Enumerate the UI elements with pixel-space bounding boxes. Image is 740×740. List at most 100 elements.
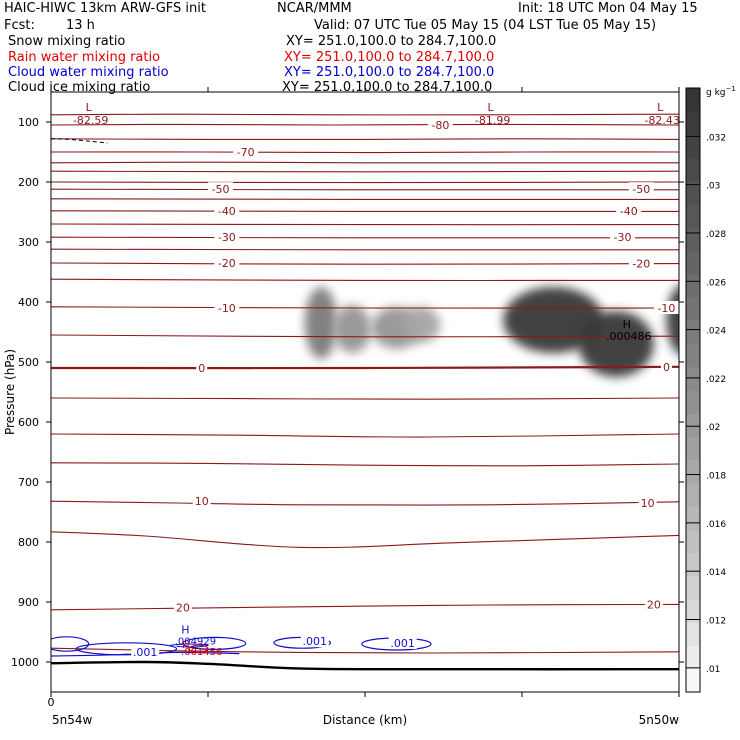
field-xy-snow: XY= 251.0,100.0 to 284.7,100.0 [286, 34, 497, 49]
contour-label-8: -20 [218, 257, 236, 270]
y-tick-label-4: 500 [18, 356, 39, 369]
colorbar-segment-18 [686, 250, 700, 275]
contour-label-12: 0 [198, 362, 205, 375]
contour-label-bg-16 [173, 600, 192, 614]
low-value-1: -81.99 [475, 114, 510, 127]
temperature-contour-18 [51, 397, 679, 400]
valid-time: Valid: 07 UTC Tue 05 May 15 (04 LST Tue … [314, 18, 657, 33]
contour-label-bg-3 [628, 182, 654, 196]
temperature-contour-10 [51, 223, 679, 226]
contour-label-bg-12 [196, 361, 208, 374]
forecast-hour: 13 h [66, 18, 95, 33]
colorbar-segment-3 [686, 599, 700, 623]
colorbar-label-5: .02 [706, 423, 720, 433]
temperature-contour-20 [51, 462, 679, 467]
y-tick-label-0: 100 [18, 116, 39, 129]
temperature-contour-4 [51, 161, 679, 164]
colorbar-label-4: .018 [706, 472, 726, 482]
low-marker-0: L [86, 101, 93, 114]
colorbar-segment-17 [686, 273, 700, 298]
colorbar-segment-19 [686, 227, 700, 252]
field-xy-cloud-ice: XY= 251.0,100.0 to 284.7,100.0 [282, 80, 493, 95]
colorbar-segment-16 [686, 297, 700, 321]
colorbar-label-2: .014 [706, 568, 726, 578]
x-origin-label: 0 [48, 696, 55, 709]
cloud-water-label-0: .001 [133, 646, 158, 659]
contour-label-bg-8 [214, 256, 240, 269]
y-tick-label-5: 600 [18, 416, 39, 429]
ice-max-marker: H [623, 318, 631, 331]
field-name-cloud-ice: Cloud ice mixing ratio [8, 80, 151, 95]
colorbar-segment-7 [686, 506, 700, 530]
colorbar-label-11: .032 [706, 133, 726, 143]
field-name-cloud-water: Cloud water mixing ratio [8, 65, 169, 80]
contour-label-bg-9 [628, 256, 654, 270]
colorbar-segment-15 [686, 320, 700, 345]
temperature-contour-0 [51, 113, 679, 116]
colorbar-unit: g kg−1 [706, 85, 736, 98]
temperature-contour-7 [51, 188, 679, 191]
colorbar-segment-9 [686, 459, 700, 484]
contour-label-bg-17 [644, 597, 663, 611]
contour-label-bg-15 [638, 496, 657, 509]
colorbar-label-9: .028 [706, 230, 726, 240]
cloud-water-label-bg-1 [300, 635, 329, 648]
cloud-water-label-1: .001 [303, 635, 328, 648]
ice-max-value: .000486 [606, 330, 652, 343]
colorbar-segment-10 [686, 436, 700, 461]
colorbar-segment-20 [686, 204, 700, 228]
org-label: NCAR/MMM [277, 1, 352, 16]
contour-label-1: -70 [237, 146, 255, 159]
forecast-label: Fcst: [4, 18, 35, 33]
colorbar-label-6: .022 [706, 375, 726, 385]
init-time: Init: 18 UTC Mon 04 May 15 [518, 1, 698, 16]
y-axis-label: Pressure (hPa) [3, 349, 17, 435]
colorbar-segment-21 [686, 180, 700, 205]
temperature-contour-2 [51, 138, 679, 141]
contour-label-16: 20 [176, 601, 190, 614]
contour-label-bg-14 [192, 494, 211, 508]
cloud-water-contour-2 [182, 636, 247, 651]
cloud-ice-shade-3 [402, 306, 441, 343]
cloud-ice-shade-5 [578, 311, 654, 377]
cloud-water-label-bg-0 [131, 646, 160, 658]
temperature-contour-1 [51, 123, 679, 126]
colorbar-segment-12 [686, 390, 700, 414]
contour-label-0: -80 [431, 119, 449, 132]
contour-label-bg-10 [214, 301, 240, 314]
temperature-contour-5 [51, 170, 679, 173]
temperature-contour-23 [51, 603, 679, 611]
cloud-ice-shade-0 [304, 287, 338, 359]
contour-label-17: 20 [647, 598, 661, 611]
temperature-contour-22 [51, 531, 679, 549]
contour-label-bg-7 [609, 230, 635, 244]
colorbar-segment-14 [686, 343, 700, 368]
colorbar-segment-4 [686, 575, 700, 600]
temperature-contour-17 [51, 365, 679, 370]
rain-max-value: .001456 [181, 647, 222, 658]
y-tick-label-2: 300 [18, 236, 39, 249]
cloud-ice-shade-1 [333, 305, 372, 353]
contour-label-bg-0 [427, 118, 453, 131]
y-tick-label-8: 900 [18, 596, 39, 609]
cloud-water-max-marker: H [181, 624, 189, 637]
temperature-contour-6 [51, 181, 679, 184]
contour-label-bg-5 [616, 203, 642, 217]
contour-label-bg-2 [208, 182, 234, 196]
colorbar-segment-11 [686, 413, 700, 437]
temperature-contour-12 [51, 248, 679, 251]
contour-label-10: -10 [218, 302, 236, 315]
colorbar-frame [685, 87, 701, 693]
contour-label-bg-6 [214, 230, 240, 244]
contour-label-9: -20 [632, 258, 650, 271]
temperature-contour-9 [51, 210, 679, 212]
temperature-contour-14 [51, 278, 679, 282]
field-xy-rain: XY= 251.0,100.0 to 284.7,100.0 [284, 50, 495, 65]
cloud-water-max-value: .004929 [175, 637, 216, 648]
colorbar-segment-5 [686, 552, 700, 577]
low-marker-1: L [488, 101, 495, 114]
colorbar-segment-23 [686, 134, 700, 159]
contour-label-bg-11 [653, 301, 679, 314]
rain-max-marker: H [182, 640, 190, 651]
